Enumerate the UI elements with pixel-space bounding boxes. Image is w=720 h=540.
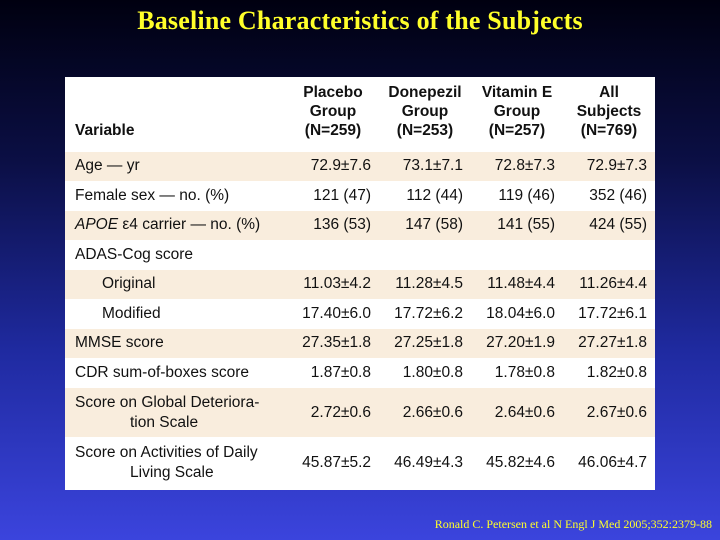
cell-all-subjects: 27.27±1.8 [563,328,655,359]
cell-placebo: 121 (47) [287,181,379,211]
row-label: Score on Global Deteriora- tion Scale [65,387,287,438]
cell-all-subjects: 72.9±7.3 [563,152,655,182]
table-row-age: Age — yr 72.9±7.6 73.1±7.1 72.8±7.3 72.9… [65,152,655,182]
cell-all-subjects: 1.82±0.8 [563,358,655,388]
row-label: Modified [65,299,287,329]
row-label: Score on Activities of Daily Living Scal… [65,437,287,488]
cell-placebo: 17.40±6.0 [287,299,379,329]
cell-placebo: 45.87±5.2 [287,437,379,488]
column-header-vitamin-e: Vitamin E Group (N=257) [481,84,553,139]
cell-placebo: 27.35±1.8 [287,328,379,359]
cell-donepezil: 27.25±1.8 [379,328,471,359]
table-row-female-sex: Female sex — no. (%) 121 (47) 112 (44) 1… [65,181,655,211]
cell-donepezil: 147 (58) [379,210,471,241]
cell-vitamin-e: 72.8±7.3 [471,152,563,182]
table-row-gds: Score on Global Deteriora- tion Scale 2.… [65,387,655,438]
baseline-table-card: Variable Placebo Group (N=259) Donepezil… [65,77,655,490]
cell-donepezil: 11.28±4.5 [379,269,471,300]
cell-placebo: 72.9±7.6 [287,152,379,182]
cell-donepezil: 112 (44) [379,181,471,211]
cell-donepezil: 73.1±7.1 [379,152,471,182]
cell-vitamin-e: 1.78±0.8 [471,358,563,388]
column-header-all-subjects: All Subjects (N=769) [576,84,642,139]
cell-vitamin-e: 18.04±6.0 [471,299,563,329]
cell-donepezil: 1.80±0.8 [379,358,471,388]
table-row-adas-original: Original 11.03±4.2 11.28±4.5 11.48±4.4 1… [65,269,655,300]
table-row-apoe-carrier: APOE ε4 carrier — no. (%) 136 (53) 147 (… [65,210,655,241]
cell-all-subjects: 11.26±4.4 [563,269,655,300]
row-label: CDR sum-of-boxes score [65,358,287,388]
cell-donepezil: 46.49±4.3 [379,437,471,488]
row-label: Age — yr [65,152,287,182]
table-header-row: Variable Placebo Group (N=259) Donepezil… [65,77,655,152]
table-row-adas-cog: ADAS-Cog score [65,240,655,270]
table-row-adas-modified: Modified 17.40±6.0 17.72±6.2 18.04±6.0 1… [65,299,655,329]
cell-placebo: 136 (53) [287,210,379,241]
cell-vitamin-e: 27.20±1.9 [471,328,563,359]
cell-all-subjects: 424 (55) [563,210,655,241]
cell-placebo: 1.87±0.8 [287,358,379,388]
cell-placebo: 11.03±4.2 [287,269,379,300]
cell-all-subjects: 17.72±6.1 [563,299,655,329]
row-label: Female sex — no. (%) [65,181,287,211]
row-label: Original [65,269,287,300]
column-header-placebo: Placebo Group (N=259) [303,84,363,139]
column-header-variable: Variable [75,122,135,139]
row-label: MMSE score [65,328,287,359]
cell-all-subjects: 352 (46) [563,181,655,211]
citation: Ronald C. Petersen et al N Engl J Med 20… [434,517,712,531]
cell-vitamin-e: 119 (46) [471,181,563,211]
cell-vitamin-e: 2.64±0.6 [471,387,563,438]
cell-placebo: 2.72±0.6 [287,387,379,438]
cell-vitamin-e: 141 (55) [471,210,563,241]
table-row-mmse: MMSE score 27.35±1.8 27.25±1.8 27.20±1.9… [65,328,655,359]
cell-all-subjects: 46.06±4.7 [563,437,655,488]
baseline-table: Variable Placebo Group (N=259) Donepezil… [65,77,655,488]
table-row-adl: Score on Activities of Daily Living Scal… [65,437,655,488]
cell-donepezil: 2.66±0.6 [379,387,471,438]
row-label: ADAS-Cog score [65,240,655,270]
slide-title: Baseline Characteristics of the Subjects [137,6,583,35]
cell-vitamin-e: 11.48±4.4 [471,269,563,300]
cell-donepezil: 17.72±6.2 [379,299,471,329]
row-label: APOE ε4 carrier — no. (%) [65,210,287,241]
cell-all-subjects: 2.67±0.6 [563,387,655,438]
cell-vitamin-e: 45.82±4.6 [471,437,563,488]
column-header-donepezil: Donepezil Group (N=253) [388,84,462,139]
table-row-cdr: CDR sum-of-boxes score 1.87±0.8 1.80±0.8… [65,358,655,388]
